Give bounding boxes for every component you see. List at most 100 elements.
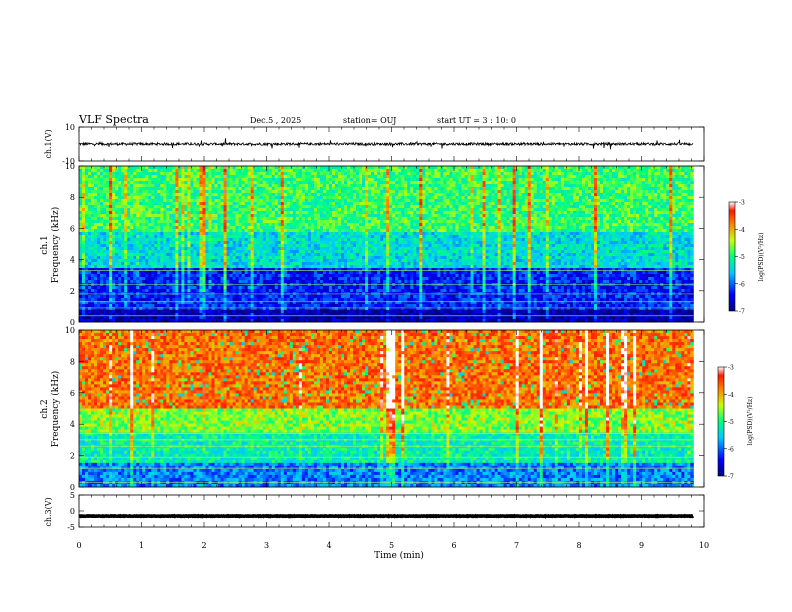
ch1-spectrogram-cell bbox=[133, 196, 137, 200]
ch1-spectrogram-cell bbox=[328, 307, 333, 311]
ch1-spectrogram-cell bbox=[286, 274, 291, 278]
ch1-spectrogram-cell bbox=[175, 274, 179, 278]
ch1-spectrogram-cell bbox=[265, 220, 270, 224]
ch1-spectrogram-cell bbox=[325, 187, 330, 191]
ch1-spectrogram-cell bbox=[344, 280, 348, 284]
ch1-spectrogram-cell bbox=[229, 307, 233, 311]
ch1-spectrogram-cell bbox=[199, 205, 203, 209]
ch1-spectrogram-cell bbox=[199, 178, 203, 182]
ch1-spectrogram-cell bbox=[154, 166, 158, 170]
ch1-spectrogram-cell bbox=[322, 178, 327, 182]
ch1-spectrogram-cell bbox=[226, 310, 230, 314]
ch1-spectrogram-cell bbox=[148, 256, 152, 260]
ch1-spectrogram-cell bbox=[103, 289, 107, 293]
ch1-spectrogram-cell bbox=[103, 301, 107, 305]
ch1-spectrogram-cell bbox=[232, 217, 236, 221]
ch1-spectrogram-cell bbox=[241, 304, 246, 308]
ch1-spectrogram-cell bbox=[353, 229, 357, 233]
ch1-spectrogram-cell bbox=[202, 262, 206, 266]
ch1-spectrogram-cell bbox=[181, 259, 185, 263]
ch1-spectrogram-cell bbox=[350, 193, 354, 197]
ch1-spectrogram-cell bbox=[322, 232, 327, 236]
ch1-spectrogram-cell bbox=[97, 220, 101, 224]
ch1-spectrogram-cell bbox=[262, 310, 267, 314]
ch1-spectrogram-cell bbox=[347, 313, 351, 317]
ch1-spectrogram-cell bbox=[328, 247, 333, 251]
ch1-spectrogram-cell bbox=[256, 319, 261, 323]
ch1-spectrogram-cell bbox=[301, 301, 306, 305]
ch1-spectrogram-cell bbox=[208, 274, 212, 278]
ch1-spectrogram-cell bbox=[190, 277, 194, 281]
ch1-spectrogram-cell bbox=[148, 316, 152, 320]
ch1-spectrogram-cell bbox=[283, 214, 288, 218]
ch1-spectrogram-cell bbox=[88, 244, 92, 248]
ch1-spectrogram-cell bbox=[139, 229, 143, 233]
ch1-spectrogram-cell bbox=[91, 256, 95, 260]
ch1-spectrogram-cell bbox=[238, 187, 243, 191]
ch1-spectrogram-cell bbox=[298, 256, 303, 260]
ch1-spectrogram-cell bbox=[154, 223, 158, 227]
ch1-spectrogram-cell bbox=[313, 316, 318, 320]
ch1-spectrogram-cell bbox=[271, 166, 276, 170]
ch1-spectrogram-cell bbox=[262, 271, 267, 275]
ch1-spectrogram-cell bbox=[277, 295, 282, 299]
ch1-spectrogram-cell bbox=[115, 172, 119, 176]
ch1-spectrogram-cell bbox=[235, 214, 240, 218]
ch1-spectrogram-cell bbox=[316, 310, 321, 314]
ch1-spectrogram-cell bbox=[268, 286, 273, 290]
ch1-spectrogram-cell bbox=[103, 244, 107, 248]
ch1-spectrogram-cell bbox=[211, 244, 215, 248]
ch1-spectrogram-cell bbox=[331, 217, 336, 221]
ch1-spectrogram-cell bbox=[184, 256, 188, 260]
ch1-spectrogram-cell bbox=[292, 199, 297, 203]
ch1-spectrogram-cell bbox=[169, 181, 173, 185]
ch1-spectrogram-cell bbox=[163, 205, 167, 209]
ch1-spectrogram-cell bbox=[94, 229, 98, 233]
ch1-spectrogram-cell bbox=[271, 232, 276, 236]
ch1-spectrogram-cell bbox=[172, 277, 176, 281]
ch1-spectrogram-cell bbox=[247, 274, 252, 278]
ch1-spectrogram-cell bbox=[103, 199, 107, 203]
ch1-spectrogram-cell bbox=[100, 208, 104, 212]
ch1-spectrogram-cell bbox=[196, 223, 200, 227]
ch1-spectrogram-cell bbox=[301, 289, 306, 293]
ch1-spectrogram-cell bbox=[338, 256, 342, 260]
ch1-spectrogram-cell bbox=[118, 178, 122, 182]
ch1-spectrogram-cell bbox=[199, 169, 203, 173]
ch1-spectrogram-cell bbox=[172, 319, 176, 323]
ch1-spectrogram-cell bbox=[85, 229, 89, 233]
ch1-spectrogram-cell bbox=[259, 202, 264, 206]
ch1-spectrogram-cell bbox=[85, 271, 89, 275]
ch1-spectrogram-cell bbox=[244, 226, 249, 230]
ch1-spectrogram-cell bbox=[322, 193, 327, 197]
ch1-spectrogram-cell bbox=[241, 310, 246, 314]
ch1-spectrogram-cell bbox=[298, 262, 303, 266]
ch1-spectrogram-cell bbox=[163, 286, 167, 290]
ch1-spectrogram-cell bbox=[280, 259, 285, 263]
ch1-spectrogram-cell bbox=[316, 250, 321, 254]
ch1-spectrogram-cell bbox=[328, 226, 333, 230]
ch1-spectrogram-cell bbox=[310, 286, 315, 290]
ch1-spectrogram-cell bbox=[133, 166, 137, 170]
ch1-spectrogram-cell bbox=[347, 187, 351, 191]
ch1-spectrogram-cell bbox=[121, 298, 125, 302]
ch1-spectrogram-cell bbox=[307, 295, 312, 299]
ch1-spectrogram-cell bbox=[91, 247, 95, 251]
ch1-spectrogram-cell bbox=[307, 250, 312, 254]
ch1-spectrogram-cell bbox=[157, 190, 161, 194]
ch1-spectrogram-cell bbox=[350, 268, 354, 272]
ch1-spectrogram-cell bbox=[316, 262, 321, 266]
ch1-spectrogram-cell bbox=[190, 268, 194, 272]
ch1-spectrogram-cell bbox=[253, 295, 258, 299]
ch1-spectrogram-cell bbox=[127, 271, 131, 275]
ch1-spectrogram-cell bbox=[184, 286, 188, 290]
ch1-spectrogram-cell bbox=[334, 178, 339, 182]
ch1-spectrogram-cell bbox=[334, 289, 339, 293]
ch1-spectrogram-cell bbox=[313, 238, 318, 242]
ch1-spectrogram-cell bbox=[178, 268, 182, 272]
ch1-spectrogram-cell bbox=[271, 304, 276, 308]
ch1-spectrogram-cell bbox=[304, 199, 309, 203]
ch1-spectrogram-cell bbox=[124, 247, 128, 251]
ch1-spectrogram-cell bbox=[154, 220, 158, 224]
ch1-spectrogram-cell bbox=[109, 244, 113, 248]
